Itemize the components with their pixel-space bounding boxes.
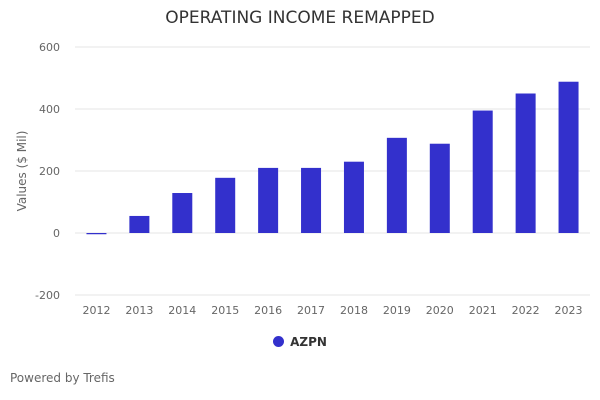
x-tick-label: 2013	[125, 304, 153, 317]
y-tick-label: 600	[39, 41, 60, 54]
chart-title: OPERATING INCOME REMAPPED	[165, 8, 435, 28]
y-tick-label: -200	[35, 289, 60, 302]
bar-2016	[258, 167, 279, 233]
bar-2020	[429, 143, 450, 233]
legend-marker	[273, 336, 285, 347]
x-tick-label: 2015	[211, 304, 239, 317]
x-tick-label: 2018	[340, 304, 368, 317]
bar-2019	[386, 137, 407, 233]
bar-2021	[472, 110, 493, 233]
x-tick-label: 2014	[168, 304, 196, 317]
bar-2022	[515, 93, 536, 233]
bar-2018	[343, 161, 364, 233]
x-tick-label: 2023	[555, 304, 583, 317]
x-tick-label: 2017	[297, 304, 325, 317]
bar-2014	[172, 193, 193, 233]
y-axis-label: Values ($ Mil)	[15, 131, 29, 212]
powered-by-credit: Powered by Trefis	[10, 371, 115, 385]
bar-2023	[558, 81, 579, 233]
bar-2012	[86, 233, 107, 235]
bar-2013	[129, 215, 150, 233]
y-tick-label: 200	[39, 165, 60, 178]
bar-chart: -200 0 200 400 600 Values ($ Mil) 2012 2013 2014…	[15, 41, 590, 317]
legend-label: AZPN	[290, 335, 327, 349]
x-tick-label: 2020	[426, 304, 454, 317]
bar-2015	[215, 177, 236, 233]
x-tick-label: 2016	[254, 304, 282, 317]
bar-2017	[301, 167, 322, 233]
y-tick-label: 400	[39, 103, 60, 116]
legend[interactable]: AZPN	[0, 335, 600, 349]
y-tick-label: 0	[53, 227, 60, 240]
x-tick-label: 2019	[383, 304, 411, 317]
x-tick-label: 2021	[469, 304, 497, 317]
x-tick-label: 2012	[82, 304, 110, 317]
x-tick-label: 2022	[512, 304, 540, 317]
